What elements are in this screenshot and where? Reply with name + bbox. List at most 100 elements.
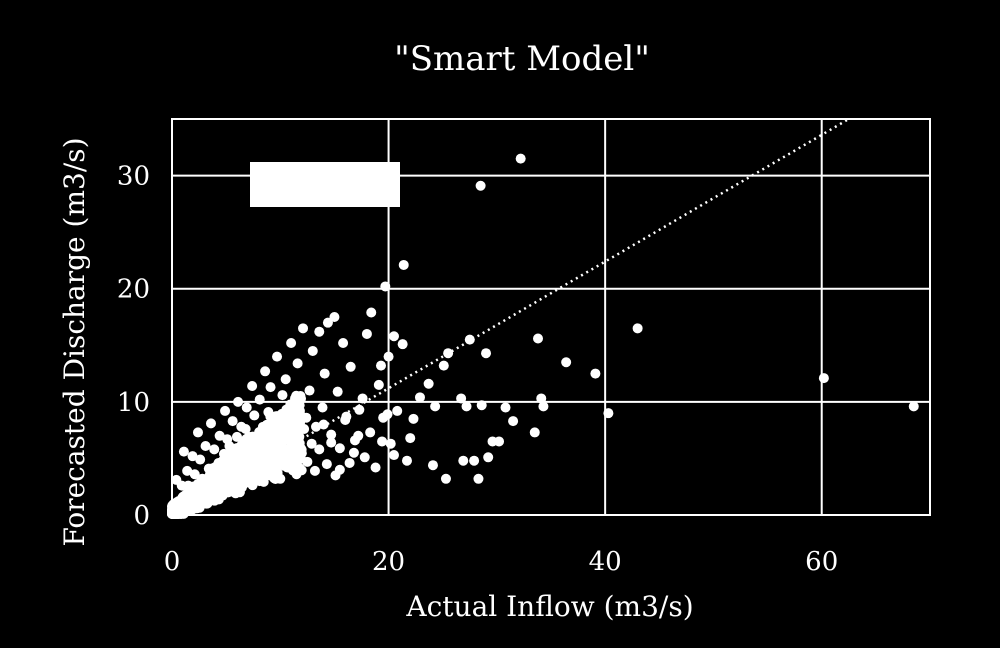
data-point	[427, 460, 438, 471]
data-point	[385, 438, 396, 449]
data-point	[423, 378, 434, 389]
x-tick-label: 60	[805, 547, 838, 577]
data-point	[476, 400, 487, 411]
data-point	[319, 368, 330, 379]
data-point	[401, 455, 412, 466]
data-point	[405, 433, 416, 444]
y-tick-labels: 0 10 20 30	[117, 162, 150, 531]
data-point	[280, 374, 291, 385]
data-point	[818, 373, 829, 384]
data-point	[227, 416, 238, 427]
data-point	[229, 462, 240, 473]
data-point	[243, 431, 254, 442]
data-point	[253, 435, 264, 446]
data-point	[289, 397, 300, 408]
data-point	[251, 457, 262, 468]
data-point	[383, 351, 394, 362]
data-point	[603, 408, 614, 419]
data-point	[187, 451, 198, 462]
data-point	[191, 487, 202, 498]
data-point	[632, 323, 643, 334]
data-point	[590, 368, 601, 379]
x-tick-label: 20	[372, 547, 405, 577]
data-point	[299, 424, 310, 435]
data-point	[326, 437, 337, 448]
data-point	[291, 469, 302, 480]
data-point	[464, 334, 475, 345]
data-point	[278, 446, 289, 457]
data-point	[215, 478, 226, 489]
data-point	[359, 452, 370, 463]
data-point	[249, 410, 260, 421]
data-point	[430, 401, 441, 412]
data-point	[192, 427, 203, 438]
data-point	[294, 447, 305, 458]
data-point	[292, 409, 303, 420]
data-point	[189, 469, 200, 480]
chart-title: "Smart Model"	[394, 39, 650, 79]
x-tick-labels: 0 20 40 60	[164, 547, 839, 577]
data-point	[357, 393, 368, 404]
data-point	[536, 393, 547, 404]
data-point	[322, 317, 333, 328]
data-point	[171, 474, 182, 485]
data-point	[281, 417, 292, 428]
data-point	[288, 434, 299, 445]
data-point	[240, 424, 251, 435]
data-point	[443, 348, 454, 359]
data-point	[231, 431, 242, 442]
data-point	[392, 405, 403, 416]
data-point	[373, 379, 384, 390]
data-point	[354, 404, 365, 415]
data-point	[233, 396, 244, 407]
data-point	[508, 416, 519, 427]
data-point	[241, 402, 252, 413]
data-point	[247, 381, 258, 392]
data-point	[209, 444, 220, 455]
data-point	[461, 401, 472, 412]
data-point	[177, 491, 188, 502]
data-point	[301, 412, 312, 423]
data-point	[205, 418, 216, 429]
x-axis-label: Actual Inflow (m3/s)	[405, 590, 693, 623]
data-point	[326, 429, 337, 440]
data-point	[515, 153, 526, 164]
data-point	[321, 459, 332, 470]
data-point	[307, 345, 318, 356]
data-point	[309, 465, 320, 476]
data-point	[345, 361, 356, 372]
y-tick-label: 20	[117, 275, 150, 305]
data-point	[272, 351, 283, 362]
data-point	[218, 448, 229, 459]
data-point	[275, 473, 286, 484]
data-point	[202, 480, 213, 491]
data-point	[265, 382, 276, 393]
data-point	[382, 409, 393, 420]
data-point	[408, 413, 419, 424]
data-point	[181, 502, 192, 513]
data-point	[204, 493, 215, 504]
data-point	[538, 401, 549, 412]
data-point	[237, 451, 248, 462]
data-point	[908, 401, 919, 412]
y-tick-label: 10	[117, 388, 150, 418]
data-point	[469, 455, 480, 466]
data-point	[183, 480, 194, 491]
data-point	[338, 338, 349, 349]
data-point	[397, 339, 408, 350]
data-point	[260, 366, 271, 377]
data-point	[298, 323, 309, 334]
data-point	[273, 455, 284, 466]
data-point	[256, 470, 267, 481]
data-point	[330, 470, 341, 481]
data-point	[334, 443, 345, 454]
data-point	[533, 333, 544, 344]
data-point	[438, 360, 449, 371]
data-point	[304, 385, 315, 396]
data-point	[440, 473, 451, 484]
data-point	[306, 438, 317, 449]
data-point	[500, 402, 511, 413]
data-point	[200, 440, 211, 451]
data-point	[377, 436, 388, 447]
data-point	[398, 259, 409, 270]
